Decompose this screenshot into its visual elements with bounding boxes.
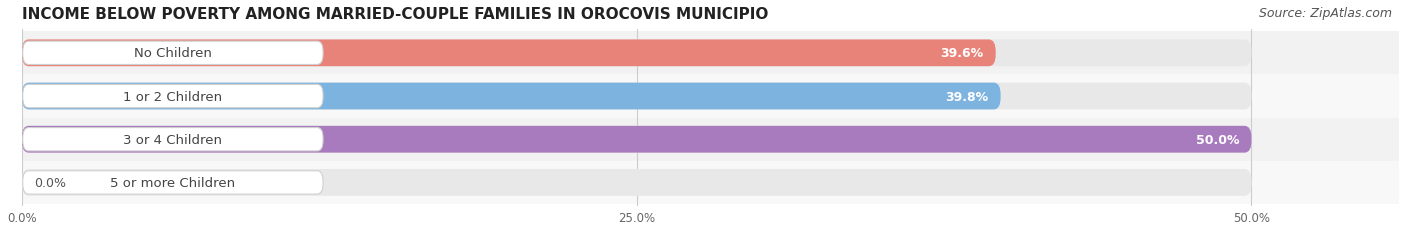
FancyBboxPatch shape — [22, 128, 323, 151]
Bar — [21, 118, 1399, 161]
FancyBboxPatch shape — [22, 85, 323, 108]
Bar — [21, 32, 1399, 75]
Text: 39.8%: 39.8% — [945, 90, 988, 103]
FancyBboxPatch shape — [22, 171, 323, 194]
Text: 3 or 4 Children: 3 or 4 Children — [124, 133, 222, 146]
Text: Source: ZipAtlas.com: Source: ZipAtlas.com — [1258, 7, 1392, 20]
Text: INCOME BELOW POVERTY AMONG MARRIED-COUPLE FAMILIES IN OROCOVIS MUNICIPIO: INCOME BELOW POVERTY AMONG MARRIED-COUPL… — [21, 7, 768, 22]
FancyBboxPatch shape — [21, 126, 1251, 153]
Bar — [21, 75, 1399, 118]
FancyBboxPatch shape — [21, 40, 1251, 67]
Text: 0.0%: 0.0% — [34, 176, 66, 189]
Text: No Children: No Children — [134, 47, 212, 60]
Text: 5 or more Children: 5 or more Children — [110, 176, 235, 189]
FancyBboxPatch shape — [21, 83, 1251, 110]
Text: 50.0%: 50.0% — [1195, 133, 1239, 146]
FancyBboxPatch shape — [21, 83, 1001, 110]
FancyBboxPatch shape — [21, 169, 1251, 196]
Text: 1 or 2 Children: 1 or 2 Children — [124, 90, 222, 103]
FancyBboxPatch shape — [21, 126, 1251, 153]
Bar — [21, 161, 1399, 204]
Text: 39.6%: 39.6% — [941, 47, 983, 60]
FancyBboxPatch shape — [21, 40, 995, 67]
FancyBboxPatch shape — [22, 42, 323, 65]
